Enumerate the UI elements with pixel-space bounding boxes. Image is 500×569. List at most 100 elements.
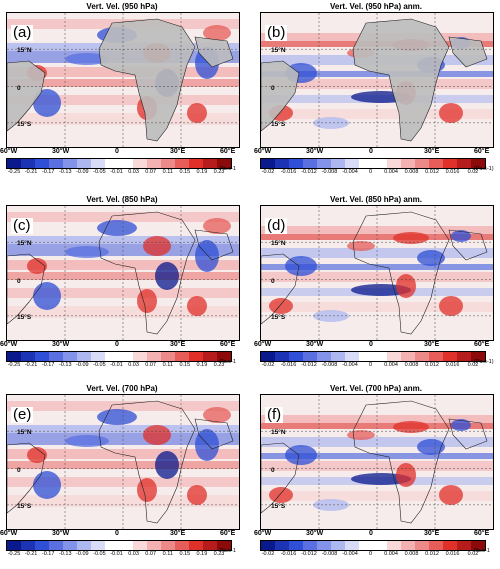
- colorbar-units: Pa.s-1: [474, 548, 490, 554]
- colorbar-tick-label: 0.11: [162, 362, 173, 368]
- colorbar-tick-label: -0.09: [76, 551, 89, 557]
- map-panel: Vert. Vel. (950 hPa) (a) 15°N 0 15°S 60°W 30°W…: [0, 2, 244, 187]
- colorbar-tick-label: -0.21: [24, 362, 38, 368]
- colorbar-swatch: [161, 159, 175, 168]
- panel-title: Vert. Vel. (850 hPa) anm.: [329, 195, 423, 204]
- colorbar-tick-label: 0.23: [213, 551, 225, 557]
- longitude-label: 60°W: [254, 341, 272, 348]
- longitude-label: 60°W: [254, 148, 272, 155]
- colorbar-tick-label: -0.13: [58, 362, 72, 368]
- map-panel: Vert. Vel. (950 hPa) anm. (b) 15°N 0 15°S 60°…: [254, 2, 498, 187]
- colorbar-units: Pa.s-1: [220, 359, 236, 365]
- longitude-label: 30°W: [306, 148, 324, 155]
- longitude-label: 60°E: [474, 530, 490, 537]
- colorbar-tick-label: -0.01: [110, 362, 123, 368]
- longitude-label: 60°E: [220, 341, 236, 348]
- longitude-label: 0: [369, 341, 373, 348]
- colorbar-units: (Pa.s-1): [474, 359, 494, 365]
- colorbar-swatch: [77, 541, 91, 550]
- colorbar-tick-label: -0.17: [41, 169, 55, 175]
- colorbar-tick-label: -0.21: [24, 551, 38, 557]
- colorbar-swatch: [189, 541, 203, 550]
- colorbar-tick-label: -0.02: [261, 362, 275, 368]
- latitude-label: 15°S: [271, 503, 286, 510]
- colorbar-swatch: [133, 352, 147, 361]
- longitude-label: 60°E: [474, 341, 490, 348]
- colorbar-swatch: [49, 352, 63, 361]
- colorbar-swatch: [21, 541, 35, 550]
- colorbar-tick-label: 0: [368, 362, 373, 368]
- colorbar-swatch: [443, 541, 457, 550]
- colorbar-tick-label: 0.004: [384, 362, 398, 368]
- longitude-label: 30°E: [424, 148, 440, 155]
- latitude-label: 15°N: [17, 47, 32, 54]
- longitude-label: 30°W: [52, 530, 70, 537]
- colorbar-tick-label: -0.008: [321, 551, 338, 557]
- panel-letter: (b): [265, 24, 288, 41]
- colorbar-tick-label: 0.03: [128, 551, 139, 557]
- colorbar-swatch: [275, 541, 289, 550]
- panel-letter: (a): [11, 24, 34, 41]
- panel-title: Vert. Vel. (850 hPa): [86, 195, 158, 204]
- colorbar: [6, 351, 232, 362]
- colorbar-swatch: [359, 541, 373, 550]
- colorbar-units: Pa.s-1: [220, 548, 236, 554]
- colorbar-tick-label: -0.05: [93, 362, 106, 368]
- colorbar-tick-label: -0.01: [110, 169, 123, 175]
- colorbar-tick-label: 0: [368, 551, 373, 557]
- colorbar-swatch: [303, 159, 317, 168]
- colorbar-tick-label: -0.012: [301, 551, 317, 557]
- colorbar-swatch: [77, 352, 91, 361]
- colorbar-tick-label: 0: [368, 169, 373, 175]
- colorbar-tick-label: 0.012: [425, 362, 439, 368]
- colorbar-swatch: [147, 352, 161, 361]
- colorbar-tick-label: 0.15: [179, 169, 191, 175]
- colorbar-swatch: [119, 541, 133, 550]
- colorbar: [260, 540, 486, 551]
- colorbar-tick-label: -0.05: [93, 169, 106, 175]
- colorbar-tick-label: 0.02: [467, 551, 479, 557]
- longitude-label: 30°E: [424, 341, 440, 348]
- vertical-velocity-map: (b) 15°N 0 15°S: [260, 12, 494, 148]
- colorbar-tick-label: 0.008: [404, 169, 419, 175]
- colorbar-swatch: [457, 352, 471, 361]
- latitude-label: 15°N: [17, 429, 32, 436]
- colorbar-swatch: [49, 159, 63, 168]
- colorbar-swatch: [105, 159, 119, 168]
- colorbar-swatch: [317, 352, 331, 361]
- panel-letter: (e): [11, 406, 34, 423]
- colorbar-tick-label: -0.13: [58, 551, 72, 557]
- colorbar-swatch: [387, 541, 401, 550]
- colorbar-swatch: [261, 541, 275, 550]
- map-panel: Vert. Vel. (700 hPa) (e) 15°N 0 15°S 60°W 30°W…: [0, 384, 244, 569]
- colorbar-swatch: [443, 352, 457, 361]
- colorbar-tick-label: -0.17: [41, 362, 55, 368]
- colorbar-swatch: [457, 159, 471, 168]
- panel-letter: (d): [265, 217, 288, 234]
- colorbar-swatch: [359, 159, 373, 168]
- colorbar-units: (Pa.s-1): [474, 166, 494, 172]
- longitude-label: 30°E: [170, 148, 186, 155]
- colorbar-tick-label: 0.012: [425, 551, 439, 557]
- colorbar-tick-label: 0.07: [145, 362, 157, 368]
- colorbar-swatch: [429, 159, 443, 168]
- colorbar-swatch: [345, 159, 359, 168]
- colorbar-tick-label: -0.016: [280, 551, 297, 557]
- colorbar-swatch: [415, 352, 429, 361]
- colorbar-swatch: [133, 541, 147, 550]
- latitude-label: 15°N: [17, 240, 32, 247]
- colorbar-swatch: [161, 352, 175, 361]
- latitude-label: 15°N: [271, 429, 286, 436]
- panel-title: Vert. Vel. (700 hPa) anm.: [329, 384, 423, 393]
- colorbar-swatch: [147, 541, 161, 550]
- colorbar-swatch: [387, 352, 401, 361]
- colorbar-swatch: [7, 159, 21, 168]
- colorbar-swatch: [203, 541, 217, 550]
- colorbar-tick-label: -0.004: [342, 551, 358, 557]
- colorbar-swatch: [35, 352, 49, 361]
- longitude-label: 60°E: [220, 530, 236, 537]
- colorbar-tick-label: 0.016: [445, 169, 460, 175]
- latitude-label: 0: [17, 278, 21, 285]
- map-canvas: [7, 206, 239, 340]
- colorbar-tick-label: -0.25: [7, 169, 21, 175]
